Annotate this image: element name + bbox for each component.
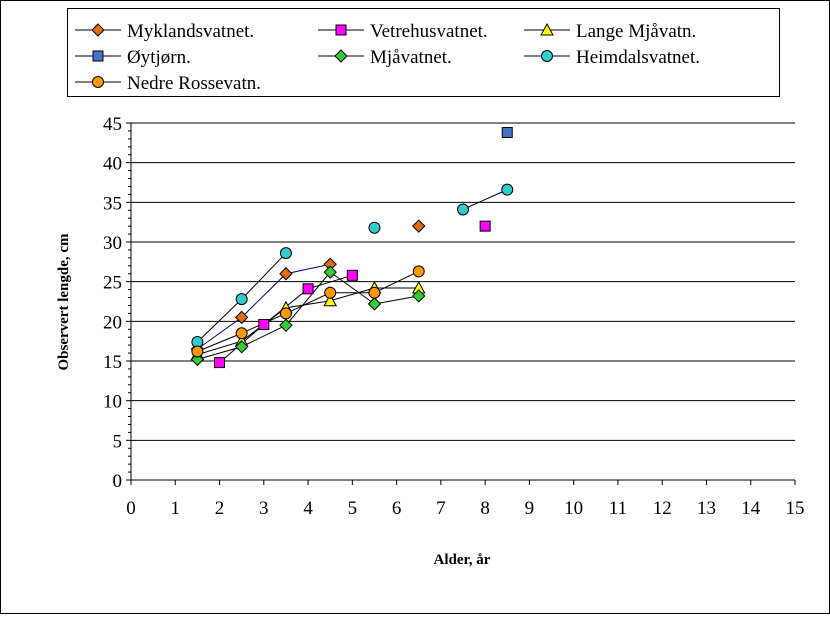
y-tick-label: 10 — [103, 392, 122, 413]
x-tick-label: 10 — [564, 498, 583, 519]
data-point — [191, 345, 204, 358]
series-line — [197, 263, 331, 350]
x-tick-label: 2 — [215, 498, 225, 519]
legend-label: Vetrehusvatnet. — [370, 21, 488, 42]
x-tick-label: 5 — [348, 498, 358, 519]
data-point — [214, 357, 226, 369]
data-point — [479, 220, 491, 232]
axes — [126, 122, 796, 485]
data-point — [302, 283, 314, 295]
data-point — [235, 293, 248, 306]
data-point — [368, 286, 381, 299]
data-point — [323, 293, 338, 307]
x-tick-label: 3 — [259, 498, 269, 519]
y-tick-label: 5 — [113, 431, 123, 452]
y-tick-label: 25 — [103, 273, 122, 294]
legend-label: Lange Mjåvatn. — [576, 21, 696, 42]
series-line — [197, 270, 419, 352]
data-point — [368, 221, 381, 234]
data-point — [235, 327, 248, 340]
data-point — [412, 219, 426, 233]
x-tick-label: 12 — [653, 498, 672, 519]
data-point — [279, 267, 293, 281]
y-tick-label: 40 — [103, 154, 122, 175]
legend-marker — [335, 24, 347, 36]
y-tick-label: 45 — [103, 114, 122, 135]
data-point — [323, 265, 337, 279]
legend: Myklandsvatnet. Vetrehusvatnet. Lange Mjåv… — [67, 8, 780, 97]
y-tick-label: 35 — [103, 193, 122, 214]
data-point — [279, 247, 292, 260]
data-point — [412, 265, 425, 278]
legend-label: Myklandsvatnet. — [127, 21, 254, 42]
data-point — [279, 318, 293, 333]
data-point — [501, 183, 514, 196]
gridlines — [131, 122, 795, 441]
data-point — [279, 307, 292, 320]
y-axis-label: Observert lengde, cm — [56, 233, 72, 371]
x-tick-label: 7 — [436, 498, 446, 519]
data-point — [234, 340, 249, 354]
legend-label: Mjåvatnet. — [370, 47, 452, 68]
legend-label: Nedre Rossevatn. — [127, 73, 261, 94]
legend-marker — [541, 50, 553, 62]
y-tick-label: 30 — [103, 233, 122, 254]
data-point — [457, 203, 469, 216]
legend-marker — [92, 50, 104, 62]
legend-marker — [91, 23, 105, 37]
legend-marker — [92, 76, 104, 88]
legend-marker — [540, 22, 554, 36]
x-tick-label: 4 — [303, 498, 313, 519]
data-point — [258, 319, 270, 331]
x-axis-label: Alder, år — [434, 552, 491, 568]
series-markers — [190, 127, 514, 369]
data-point — [501, 127, 513, 139]
x-tick-label: 1 — [171, 498, 181, 519]
legend-label: Øytjørn. — [127, 47, 191, 68]
x-tick-label: 13 — [697, 498, 716, 519]
series-line — [197, 271, 419, 360]
y-tick-label: 20 — [103, 312, 122, 333]
data-point — [412, 289, 426, 303]
data-point — [324, 286, 337, 299]
x-tick-label: 0 — [126, 498, 136, 519]
legend-label: Heimdalsvatnet. — [576, 47, 700, 68]
legend-box — [67, 8, 780, 97]
x-tick-label: 14 — [741, 498, 761, 519]
y-tick-label: 15 — [103, 352, 122, 373]
x-tick-label: 8 — [480, 498, 490, 519]
series-line — [197, 287, 419, 356]
data-point — [346, 269, 358, 281]
x-tick-label: 9 — [525, 498, 535, 519]
x-tick-label: 11 — [609, 498, 627, 519]
legend-marker — [334, 49, 348, 63]
x-tick-label: 15 — [786, 498, 805, 519]
data-point — [367, 297, 382, 311]
data-point — [234, 310, 249, 325]
x-tick-label: 6 — [392, 498, 402, 519]
y-tick-label: 0 — [113, 471, 123, 492]
series-line-segment — [462, 189, 508, 210]
